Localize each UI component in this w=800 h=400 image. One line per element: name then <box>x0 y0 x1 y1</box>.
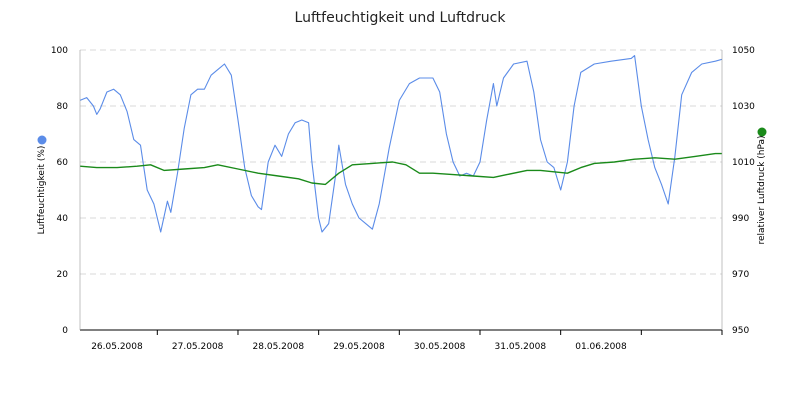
y-right-tick-label: 990 <box>732 214 749 224</box>
y-left-tick-label: 0 <box>62 326 68 336</box>
y-left-tick-label: 100 <box>51 46 68 56</box>
x-tick-label: 29.05.2008 <box>333 342 385 352</box>
y-right-series-marker <box>757 127 767 137</box>
y-left-axis-label: Luftfeuchtigkeit (%) <box>37 146 47 235</box>
x-ticks: 26.05.2008 27.05.2008 28.05.2008 29.05.2008… <box>91 330 723 352</box>
series-layer <box>80 55 722 233</box>
y-right-tick-label: 1030 <box>732 102 755 112</box>
y-right-tick-label: 1010 <box>732 158 755 168</box>
x-tick-label: 31.05.2008 <box>495 342 547 352</box>
x-tick-label: 26.05.2008 <box>91 342 143 352</box>
y-right-tick-label: 1050 <box>732 46 755 56</box>
y-left-tick-label: 20 <box>57 270 69 280</box>
x-tick-label: 30.05.2008 <box>414 342 466 352</box>
chart-title: Luftfeuchtigkeit und Luftdruck <box>295 10 507 26</box>
y-left-tick-label: 80 <box>57 102 69 112</box>
x-tick-label: 01.06.2008 <box>575 342 627 352</box>
y-left-tick-label: 60 <box>57 158 69 168</box>
y-right-axis-label: relativer Luftdruck (hPa) <box>757 135 767 244</box>
y-left-ticks: 0 20 40 60 80 100 <box>51 46 68 336</box>
y-left-series-marker <box>37 135 47 145</box>
y-right-tick-label: 950 <box>732 326 749 336</box>
y-right-ticks: 950 970 990 1010 1030 1050 <box>732 46 755 336</box>
series-line-humidity <box>80 55 722 233</box>
y-left-tick-label: 40 <box>57 214 69 224</box>
y-right-tick-label: 970 <box>732 270 749 280</box>
series-line-pressure <box>80 152 722 186</box>
x-tick-label: 27.05.2008 <box>172 342 224 352</box>
x-tick-label: 28.05.2008 <box>253 342 305 352</box>
grid <box>80 49 722 275</box>
